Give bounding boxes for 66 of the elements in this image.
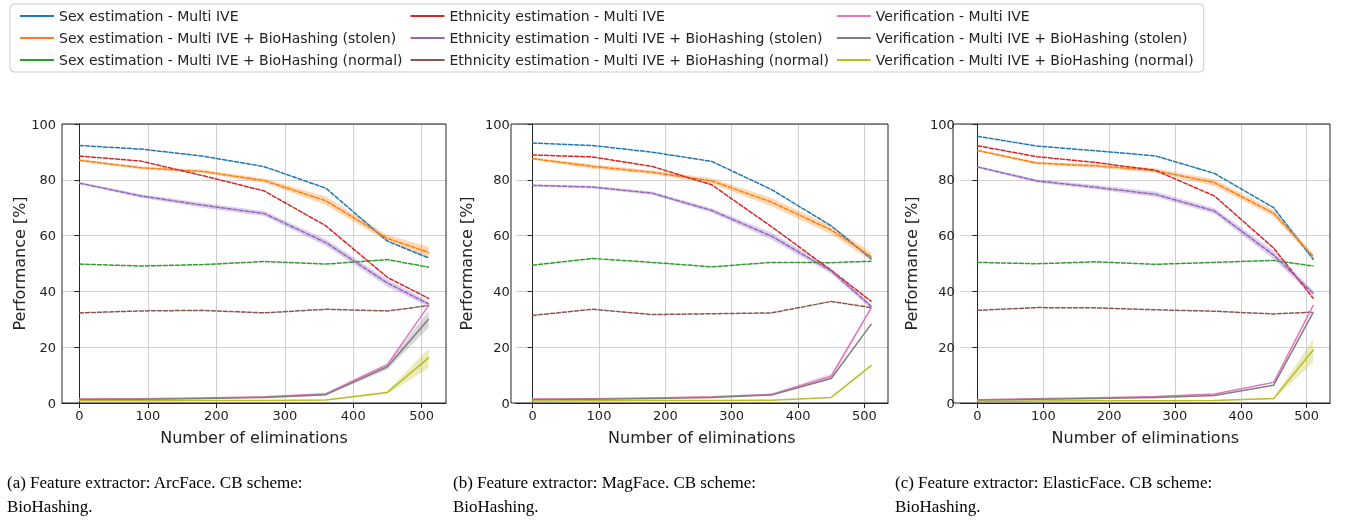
x-tick-label: 100: [1030, 408, 1056, 423]
y-tick-label: 100: [929, 116, 955, 132]
line-series: [531, 364, 872, 402]
x-tick-label: 500: [409, 408, 435, 423]
line-series: [531, 300, 872, 317]
y-tick-label: 100: [31, 116, 56, 132]
text: (c) Feature extractor: ElasticFace. CB scheme: BioHashing.: [895, 472, 1217, 516]
line-series: [976, 306, 1314, 315]
y-tick-label: 80: [938, 172, 955, 188]
y-tick-label: 0: [47, 395, 56, 411]
y-tick-label: 0: [946, 395, 955, 411]
line-series: [531, 154, 872, 302]
y-tick-label: 60: [493, 228, 510, 244]
legend-label: Sex estimation - Multi IVE: [59, 8, 239, 24]
y-tick-label: 20: [493, 339, 510, 355]
legend-label: Ethnicity estimation - Multi IVE + BioHashing (stolen): [449, 30, 823, 46]
y-tick-label: 100: [484, 116, 510, 132]
x-axis-title: Number of eliminations: [608, 427, 796, 447]
x-tick-label: 300: [272, 408, 298, 423]
x-tick-label: 200: [203, 408, 229, 423]
x-tick-label: 200: [1096, 408, 1122, 423]
x-tick-label: 500: [1294, 408, 1320, 423]
y-tick-label: 20: [39, 339, 56, 355]
x-tick-label: 0: [528, 408, 537, 423]
legend-label: Verification - Multi IVE + BioHashing (stolen): [875, 30, 1188, 46]
x-tick-label: 0: [75, 408, 84, 423]
y-tick-label: 80: [493, 172, 510, 188]
x-tick-label: 0: [973, 408, 982, 423]
x-tick-label: 100: [135, 408, 161, 423]
text: (b) Feature extractor: MagFace. CB scheme: BioHashing.: [453, 472, 761, 516]
y-tick-label: 40: [493, 283, 510, 299]
line-series: [531, 257, 872, 268]
x-tick-label: 300: [1162, 408, 1188, 423]
line-series: [78, 304, 430, 314]
x-tick-label: 300: [719, 408, 745, 423]
y-tick-label: 0: [501, 395, 510, 411]
y-axis-title: Performance [%]: [9, 196, 29, 331]
x-tick-label: 100: [586, 408, 612, 423]
y-axis-title: Performance [%]: [456, 196, 476, 331]
y-tick-label: 60: [938, 228, 955, 244]
x-tick-label: 200: [652, 408, 678, 423]
legend-label: Ethnicity estimation - Multi IVE: [449, 8, 665, 24]
line-series: [976, 349, 1314, 403]
line-series: [78, 357, 430, 402]
x-tick-label: 500: [852, 408, 877, 423]
legend-label: Verification - Multi IVE: [875, 8, 1030, 24]
legend-label: Sex estimation - Multi IVE + BioHashing (normal): [59, 52, 403, 68]
legend-label: Sex estimation - Multi IVE + BioHashing (stolen): [59, 30, 397, 46]
legend-label: Ethnicity estimation - Multi IVE + BioHashing (normal): [449, 52, 829, 68]
y-tick-label: 40: [938, 283, 955, 299]
y-tick-label: 20: [938, 339, 955, 355]
x-axis-title: Number of eliminations: [160, 427, 348, 447]
y-tick-label: 60: [39, 228, 56, 244]
y-tick-label: 80: [39, 172, 56, 188]
x-tick-label: 400: [1228, 408, 1254, 423]
y-tick-label: 40: [39, 283, 56, 299]
x-tick-label: 400: [340, 408, 366, 423]
x-tick-label: 400: [785, 408, 811, 423]
y-axis-title: Performance [%]: [901, 196, 921, 331]
line-series: [531, 323, 872, 401]
text: (a) Feature extractor: ArcFace. CB scheme: BioHashing.: [7, 472, 307, 516]
line-series: [976, 145, 1314, 300]
x-axis-title: Number of eliminations: [1051, 427, 1240, 447]
line-series: [78, 155, 430, 300]
legend-label: Verification - Multi IVE + BioHashing (normal): [875, 52, 1194, 68]
line-series: [78, 258, 430, 268]
